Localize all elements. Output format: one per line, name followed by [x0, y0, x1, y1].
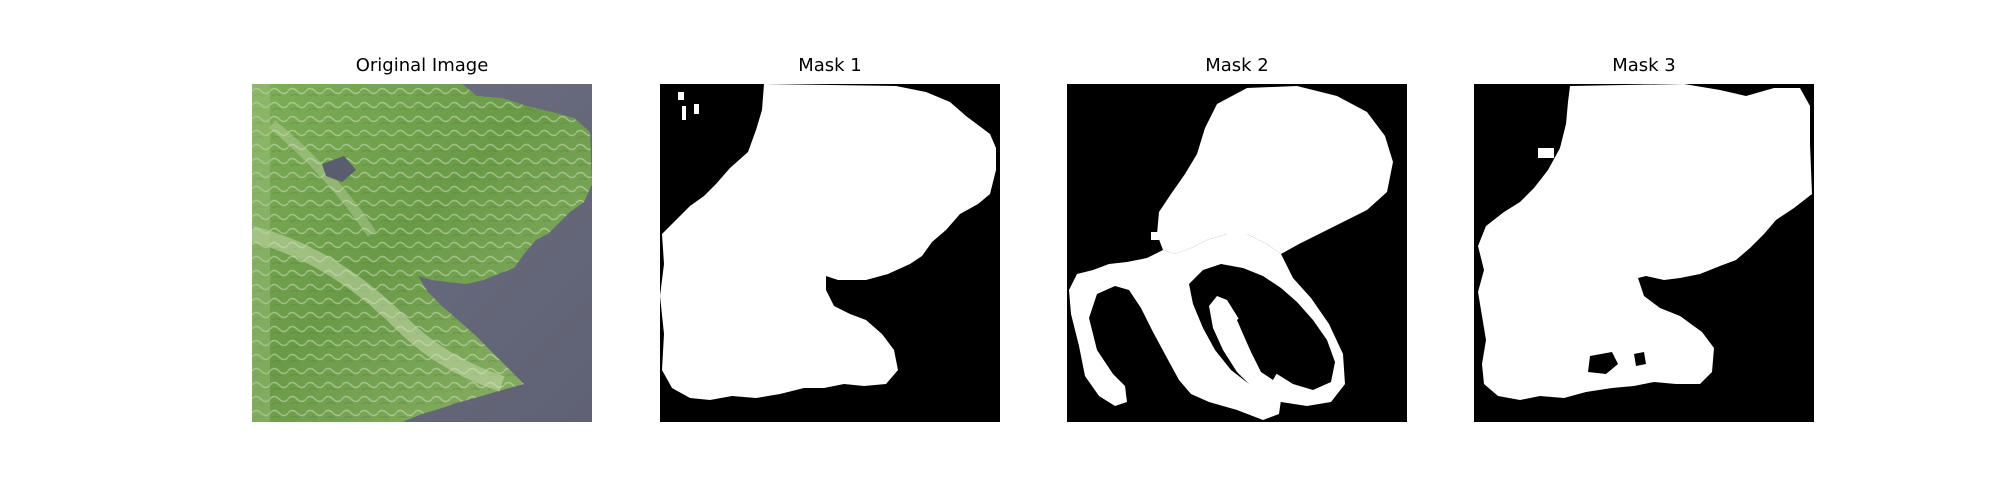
- original-image: [252, 84, 592, 422]
- leaf-photo: [252, 84, 592, 422]
- mask-3-region: [1478, 84, 1812, 400]
- panel-original-image: Original Image: [252, 52, 592, 422]
- panel-mask-2: Mask 2: [1067, 52, 1407, 422]
- panel-title: Mask 1: [798, 55, 862, 76]
- mask-2-image: [1067, 84, 1407, 422]
- mask-3-shape: [1474, 84, 1814, 422]
- panel-mask-1: Mask 1: [660, 52, 1000, 422]
- mask-1-shape: [660, 84, 1000, 422]
- panel-mask-3: Mask 3: [1474, 52, 1814, 422]
- mask-1-region: [660, 84, 996, 400]
- panel-title: Original Image: [355, 55, 489, 76]
- mask-2-upper-region: [1157, 86, 1393, 254]
- mask-1-image: [660, 84, 1000, 422]
- panel-title: Mask 3: [1612, 55, 1676, 76]
- panel-title: Mask 2: [1205, 55, 1269, 76]
- mask-2-shape: [1067, 84, 1407, 422]
- mask-3-image: [1474, 84, 1814, 422]
